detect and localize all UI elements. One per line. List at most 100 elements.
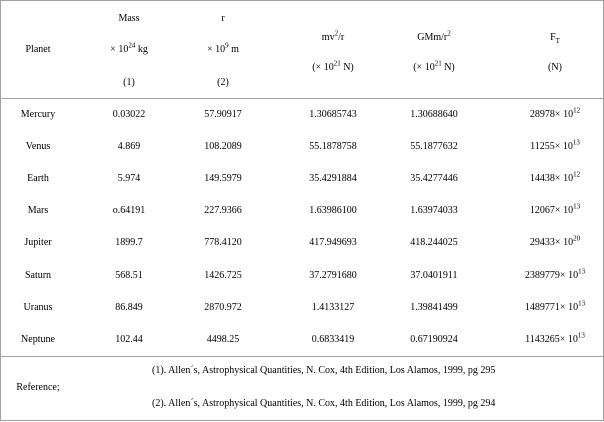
table-cell: 12067× 1013 (529, 202, 581, 217)
table-cell: 418.244025 (410, 237, 458, 249)
text: × 10 (207, 44, 226, 55)
header-cell: (× 1021 N) (413, 59, 455, 74)
table-cell: 55.1878758 (309, 141, 357, 153)
table-cell: 102.44 (115, 333, 143, 345)
superscript: 20 (573, 235, 581, 244)
text: /r (338, 32, 345, 43)
superscript: 21 (333, 59, 341, 68)
border-left (0, 0, 1, 421)
table-cell: 86.849 (115, 301, 143, 313)
table-cell: 29433× 1020 (530, 235, 581, 249)
table-cell: 568.51 (115, 269, 143, 281)
text: (2) (217, 77, 229, 88)
text: (× 10 (312, 62, 334, 73)
text: mv (321, 32, 335, 43)
header-cell: Planet (26, 44, 51, 56)
table-cell: 1143265× 1013 (525, 331, 585, 346)
superscript: 24 (128, 41, 136, 50)
table-cell: Uranus (23, 301, 53, 313)
text: kg (135, 44, 148, 55)
table-cell: 417.949693 (309, 237, 357, 249)
table-cell: 11255× 1013 (530, 138, 580, 153)
header-cell: (× 1021 N) (312, 59, 354, 74)
table-cell: 5.974 (117, 173, 141, 185)
header-rule (0, 98, 604, 99)
table-cell: Saturn (24, 269, 52, 281)
text: × 10 (110, 44, 129, 55)
text: (N) (548, 62, 562, 73)
superscript: 12 (573, 170, 581, 179)
text: 1489771× 10 (524, 301, 579, 313)
superscript: 13 (573, 202, 581, 211)
table-cell: 2389779× 1013 (524, 267, 586, 282)
table-cell: 149.5979 (204, 173, 242, 185)
reference-item: (2). Allen´s, Astrophysical Quantities, … (152, 398, 496, 409)
table-cell: 0.6833419 (311, 333, 355, 345)
reference-label: Reference; (16, 382, 60, 393)
header-cell: Mass (118, 13, 139, 25)
text: N) (340, 62, 354, 73)
table-cell: 1.63986100 (309, 205, 357, 217)
text: (× 10 (413, 62, 435, 73)
table-cell: 0.67190924 (410, 333, 458, 345)
text: 12067× 10 (529, 205, 574, 217)
text: 2389779× 10 (524, 269, 579, 281)
subscript: T (555, 37, 560, 45)
header-cell: FT (550, 32, 560, 45)
text: 14438× 10 (529, 173, 574, 185)
header-cell: × 1024 kg (110, 41, 148, 56)
border-top (0, 0, 604, 1)
superscript: 2 (334, 29, 339, 38)
table-cell: 37.0401911 (410, 269, 458, 281)
text: F (550, 32, 556, 43)
table-cell: 1.30685743 (309, 109, 357, 120)
table-cell: Venus (25, 141, 51, 153)
superscript: 12 (573, 106, 581, 115)
table-cell: 108.2089 (204, 141, 242, 153)
table-cell: 1.39841499 (410, 301, 458, 313)
header-cell: (1) (123, 77, 135, 89)
superscript: 13 (578, 267, 586, 276)
table-cell: 57.90917 (204, 109, 242, 120)
table-cell: Mercury (20, 109, 56, 120)
table-cell: Neptune (21, 333, 55, 345)
text: r (221, 13, 225, 24)
table-cell: 4.869 (117, 141, 141, 153)
table-cell: 35.4277446 (410, 173, 458, 185)
table-cell: 1489771× 1013 (524, 299, 586, 314)
table-cell: 1.63974033 (410, 205, 458, 217)
text: GMm/r (417, 32, 448, 43)
table-cell: 28978× 1012 (529, 106, 581, 121)
superscript: 13 (578, 299, 586, 308)
header-cell: (N) (548, 62, 562, 74)
header-cell: × 109 m (207, 41, 239, 56)
table-cell: 1.30688640 (410, 109, 458, 120)
table-cell: 778.4120 (204, 237, 242, 249)
text: m (228, 44, 239, 55)
table-cell: 14438× 1012 (529, 170, 581, 185)
table-cell: 1.4133127 (311, 301, 355, 313)
superscript: 13 (577, 331, 585, 340)
text: Mass (118, 13, 140, 24)
table-cell: 1426.725 (204, 269, 242, 281)
superscript: 9 (225, 41, 229, 50)
table-cell: 2870.972 (204, 301, 242, 313)
table-cell: 0.03022 (112, 109, 146, 120)
superscript: 21 (434, 59, 442, 68)
text: 28978× 10 (529, 109, 574, 120)
header-cell: GMm/r2 (417, 29, 451, 44)
table-cell: 227.9366 (204, 205, 242, 217)
table-cell: Mars (27, 205, 49, 217)
header-cell: r (221, 13, 224, 25)
reference-rule (0, 356, 604, 357)
header-cell: (2) (217, 77, 229, 89)
text: N) (441, 62, 455, 73)
text: (1) (123, 77, 135, 88)
text: Planet (25, 44, 51, 55)
table-cell: 35.4291884 (309, 173, 357, 185)
superscript: 13 (572, 138, 580, 147)
text: 11255× 10 (530, 141, 573, 153)
border-bottom (0, 420, 604, 421)
superscript: 2 (447, 29, 451, 38)
